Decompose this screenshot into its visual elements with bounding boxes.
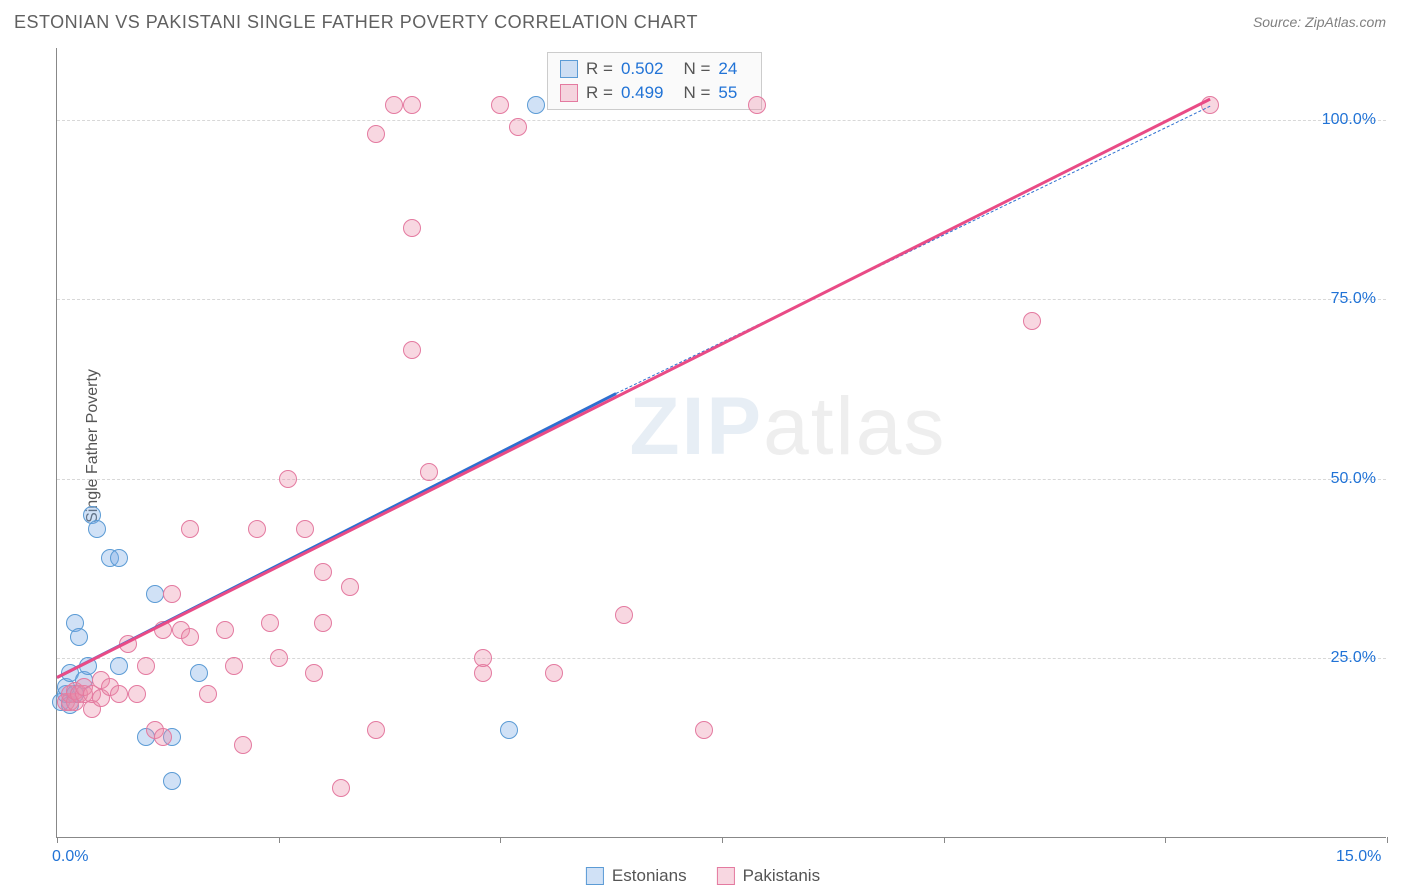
x-tick [1165,837,1166,843]
data-point [137,657,155,675]
data-point [88,520,106,538]
data-point [314,614,332,632]
data-point [748,96,766,114]
data-point [420,463,438,481]
x-tick [500,837,501,843]
data-point [163,772,181,790]
data-point [248,520,266,538]
y-tick-label: 25.0% [1331,649,1376,667]
swatch-pakistanis [560,84,578,102]
data-point [110,657,128,675]
data-point [234,736,252,754]
data-point [367,721,385,739]
swatch-estonians [560,60,578,78]
data-point [216,621,234,639]
data-point [385,96,403,114]
gridline-h [57,299,1386,300]
data-point [500,721,518,739]
stats-box: R = 0.502 N = 24 R = 0.499 N = 55 [547,52,762,110]
plot-area: ZIPatlas R = 0.502 N = 24 R = 0.499 N = … [56,48,1386,838]
gridline-h [57,479,1386,480]
data-point [403,341,421,359]
gridline-h [57,120,1386,121]
data-point [403,96,421,114]
data-point [199,685,217,703]
x-tick [279,837,280,843]
data-point [296,520,314,538]
data-point [190,664,208,682]
data-point [181,520,199,538]
data-point [695,721,713,739]
data-point [615,606,633,624]
data-point [181,628,199,646]
stats-row-estonians: R = 0.502 N = 24 [560,57,749,81]
watermark: ZIPatlas [630,380,947,474]
data-point [341,578,359,596]
x-max-label: 15.0% [1336,848,1381,866]
source-attribution: Source: ZipAtlas.com [1253,14,1386,30]
data-point [163,585,181,603]
data-point [225,657,243,675]
regression-line [56,98,1210,679]
data-point [1023,312,1041,330]
legend-item-estonians: Estonians [586,866,687,886]
x-tick [722,837,723,843]
chart-container: ESTONIAN VS PAKISTANI SINGLE FATHER POVE… [0,0,1406,892]
legend-item-pakistanis: Pakistanis [717,866,820,886]
data-point [70,628,88,646]
chart-title: ESTONIAN VS PAKISTANI SINGLE FATHER POVE… [14,12,698,33]
y-tick-label: 75.0% [1331,290,1376,308]
gridline-h [57,658,1386,659]
bottom-legend: Estonians Pakistanis [586,866,820,886]
data-point [474,649,492,667]
stats-row-pakistanis: R = 0.499 N = 55 [560,81,749,105]
y-tick-label: 50.0% [1331,470,1376,488]
data-point [128,685,146,703]
swatch-estonians [586,867,604,885]
data-point [110,685,128,703]
y-tick-label: 100.0% [1322,111,1376,129]
data-point [367,125,385,143]
swatch-pakistanis [717,867,735,885]
x-tick [57,837,58,843]
data-point [146,585,164,603]
data-point [403,219,421,237]
x-tick [1387,837,1388,843]
data-point [527,96,545,114]
data-point [509,118,527,136]
data-point [270,649,288,667]
data-point [154,728,172,746]
x-tick [944,837,945,843]
data-point [261,614,279,632]
data-point [332,779,350,797]
data-point [491,96,509,114]
data-point [279,470,297,488]
data-point [545,664,563,682]
data-point [110,549,128,567]
data-point [314,563,332,581]
x-origin-label: 0.0% [52,848,88,866]
data-point [305,664,323,682]
